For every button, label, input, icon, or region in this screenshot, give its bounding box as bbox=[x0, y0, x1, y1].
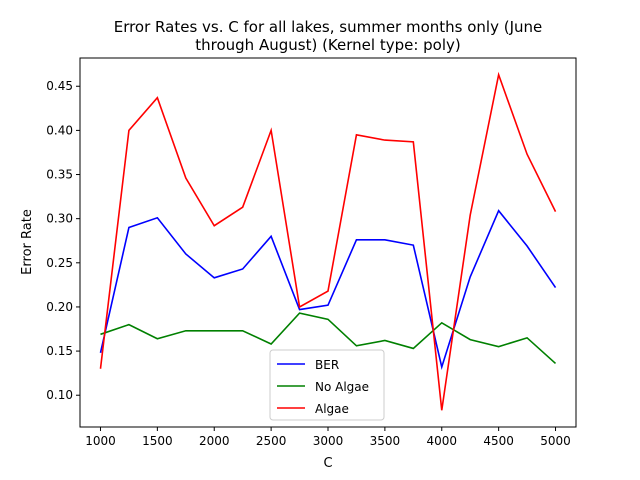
y-tick-label: 0.10 bbox=[46, 388, 73, 402]
series-layer bbox=[99, 71, 557, 411]
x-tick-label: 2000 bbox=[199, 434, 230, 448]
chart-title-line-1: Error Rates vs. C for all lakes, summer … bbox=[114, 18, 543, 36]
y-tick-label: 0.35 bbox=[46, 168, 73, 182]
y-tick-label: 0.30 bbox=[46, 212, 73, 226]
x-axis-label: C bbox=[323, 456, 332, 471]
y-tick-label: 0.15 bbox=[46, 344, 73, 358]
x-tick-label: 4000 bbox=[426, 434, 457, 448]
y-tick-label: 0.45 bbox=[46, 79, 73, 93]
x-axis-ticks: 1000 1500 2000 2500 3000 3500 4000 4500 5000 bbox=[85, 427, 571, 448]
y-tick-label: 0.20 bbox=[46, 300, 73, 314]
y-tick-label: 0.25 bbox=[46, 256, 73, 270]
x-tick-label: 3000 bbox=[313, 434, 344, 448]
x-tick-label: 5000 bbox=[540, 434, 571, 448]
y-axis-label: Error Rate bbox=[20, 209, 35, 275]
legend-frame bbox=[269, 349, 385, 421]
series-line-algae bbox=[99, 71, 557, 411]
y-tick-label: 0.40 bbox=[46, 123, 73, 137]
x-tick-label: 2500 bbox=[256, 434, 287, 448]
series-line-no-algae bbox=[100, 312, 557, 365]
series-line-ber bbox=[99, 209, 557, 370]
x-tick-label: 1000 bbox=[85, 434, 116, 448]
chart-title-line-2: through August) (Kernel type: poly) bbox=[195, 36, 461, 54]
legend-label: Algae bbox=[315, 402, 349, 416]
legend-label: No Algae bbox=[315, 380, 369, 394]
x-tick-label: 3500 bbox=[370, 434, 401, 448]
x-tick-label: 4500 bbox=[483, 434, 514, 448]
legend-label: BER bbox=[315, 358, 339, 372]
x-tick-label: 1500 bbox=[142, 434, 173, 448]
legend: BER No Algae Algae bbox=[269, 349, 385, 421]
y-axis-ticks: 0.10 0.15 0.20 0.25 0.30 0.35 0.40 0.45 bbox=[46, 79, 80, 402]
